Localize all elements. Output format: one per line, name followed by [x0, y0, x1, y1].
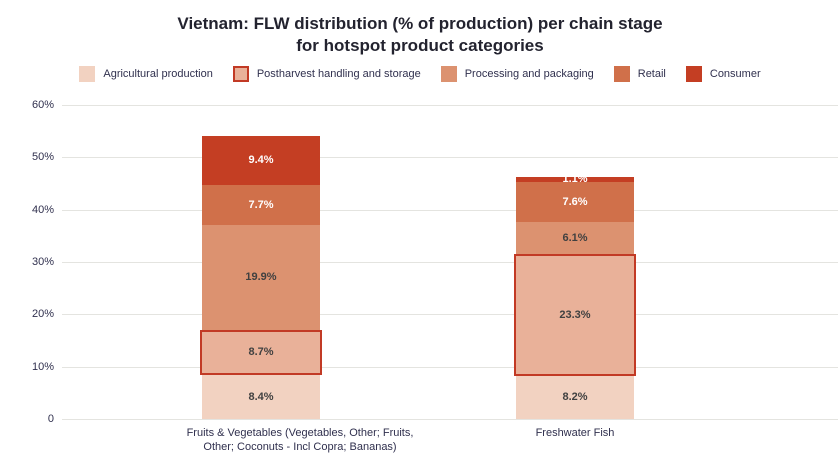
y-axis-tick-label: 20% [31, 308, 54, 321]
category-label: Fruits & Vegetables (Vegetables, Other; … [186, 427, 414, 453]
legend-swatch-consumer [685, 66, 702, 82]
bar-segment-consumer[interactable]: 9.4% [202, 135, 320, 186]
legend-swatch-agricultural-production [79, 66, 96, 82]
plot-area: 0 10% 20% 30% 40% 50% 60% 8.4% 8.7% 19.9% 7.7% 9.4%… [0, 90, 840, 463]
chart-title-line1: Vietnam: FLW distribution (% of producti… [177, 14, 663, 33]
category-label: Freshwater Fish [535, 427, 615, 439]
legend-item-processing-and-packaging[interactable]: Processing and packaging [440, 66, 594, 82]
bar-segment-processing-and-packaging[interactable]: 19.9% [202, 225, 320, 330]
bar-segment-processing-and-packaging[interactable]: 6.1% [516, 222, 634, 255]
data-label: 8.7% [248, 345, 274, 358]
legend-item-consumer[interactable]: Consumer [685, 66, 761, 82]
gridline-60 [62, 105, 838, 106]
legend-swatch-postharvest-handling-and-storage [232, 66, 249, 82]
legend-label: Retail [637, 68, 666, 80]
data-label: 6.1% [562, 231, 588, 244]
gridline-50 [62, 157, 838, 159]
y-axis-tick-label: 10% [31, 360, 54, 373]
legend-item-agricultural-production[interactable]: Agricultural production [79, 66, 213, 82]
bar-segment-consumer[interactable]: 1.1% [516, 173, 634, 185]
data-label: 8.2% [562, 391, 588, 404]
gridline-40 [62, 209, 838, 211]
chart-title-line2: for hotspot product categories [296, 36, 544, 55]
data-label: 8.4% [248, 390, 274, 403]
data-label: 19.9% [245, 270, 277, 283]
data-label: 23.3% [559, 308, 591, 321]
y-axis-tick-label: 40% [31, 203, 54, 216]
y-axis-tick-label: 0 [47, 413, 54, 425]
legend-label: Agricultural production [103, 68, 213, 80]
legend-item-postharvest-handling-and-storage[interactable]: Postharvest handling and storage [232, 66, 421, 82]
legend-item-retail[interactable]: Retail [613, 66, 666, 82]
legend-label: Consumer [709, 68, 761, 80]
data-label: 1.1% [562, 173, 588, 186]
y-axis-tick-label: 50% [31, 151, 54, 164]
bar-segment-postharvest-handling-and-storage[interactable]: 8.7% [200, 329, 322, 376]
legend-label: Processing and packaging [464, 68, 594, 80]
bar-segment-agricultural-production[interactable]: 8.2% [516, 376, 634, 419]
bar-segment-postharvest-handling-and-storage[interactable]: 23.3% [514, 254, 636, 377]
y-axis-tick-label: 60% [31, 99, 54, 111]
data-label: 7.7% [248, 198, 274, 211]
legend: Agricultural production Postharvest handl… [0, 66, 840, 82]
data-label: 9.4% [248, 153, 274, 166]
legend-swatch-processing-and-packaging [440, 66, 457, 82]
bar-segment-retail[interactable]: 7.6% [516, 182, 634, 223]
chart-title: Vietnam: FLW distribution (% of producti… [0, 13, 840, 57]
gridline-0 [62, 419, 838, 420]
legend-swatch-retail [613, 66, 630, 82]
gridline-30 [62, 262, 838, 263]
data-label: 7.6% [562, 195, 588, 208]
legend-label: Postharvest handling and storage [256, 68, 421, 80]
bar-segment-agricultural-production[interactable]: 8.4% [202, 375, 320, 419]
gridline-20 [62, 314, 838, 316]
gridline-10 [62, 366, 838, 368]
y-axis-tick-label: 30% [31, 256, 54, 268]
bar-segment-retail[interactable]: 7.7% [202, 185, 320, 226]
